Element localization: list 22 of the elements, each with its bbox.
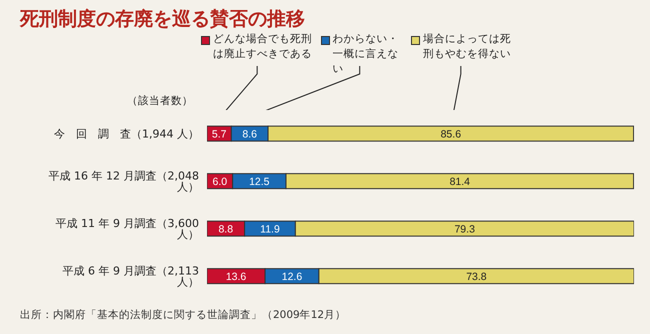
y-tick-label: 平成 6 年 9 月調査（2,113 人） bbox=[62, 264, 199, 289]
data-label: 85.6 bbox=[440, 128, 462, 140]
data-label: 5.7 bbox=[212, 128, 227, 140]
data-label: 11.9 bbox=[260, 223, 280, 236]
data-label: 13.6 bbox=[226, 270, 246, 283]
chart-title: 死刑制度の存廃を巡る賛否の推移 bbox=[20, 7, 305, 32]
data-label: 81.4 bbox=[450, 176, 470, 188]
data-label: 73.8 bbox=[466, 270, 487, 283]
y-axis-title: （該当者数） bbox=[127, 94, 193, 108]
data-label: 79.3 bbox=[454, 223, 476, 236]
legend-label: どんな場合でも死刑は廃止すべきである bbox=[213, 32, 314, 62]
y-tick-label: 平成 16 年 12 月調査（2,048 人） bbox=[48, 170, 199, 194]
text: 出所：内閣府「基本的法制度に関する世論調査」（2009年12月） bbox=[20, 308, 346, 322]
y-tick-label: 今 回 調 査（1,944 人） bbox=[54, 128, 199, 141]
data-label: 12.5 bbox=[249, 176, 270, 188]
data-label: 6.0 bbox=[212, 176, 228, 188]
data-label: 8.8 bbox=[218, 223, 234, 236]
legend-label: わからない・一概に言えない bbox=[332, 32, 399, 77]
y-tick-label: 平成 11 年 9 月調査（3,600 人） bbox=[56, 217, 199, 242]
legend-label: 場合によっては死刑もやむを得ない bbox=[422, 32, 511, 62]
data-label: 8.6 bbox=[242, 128, 258, 140]
data-label: 12.6 bbox=[282, 270, 302, 283]
